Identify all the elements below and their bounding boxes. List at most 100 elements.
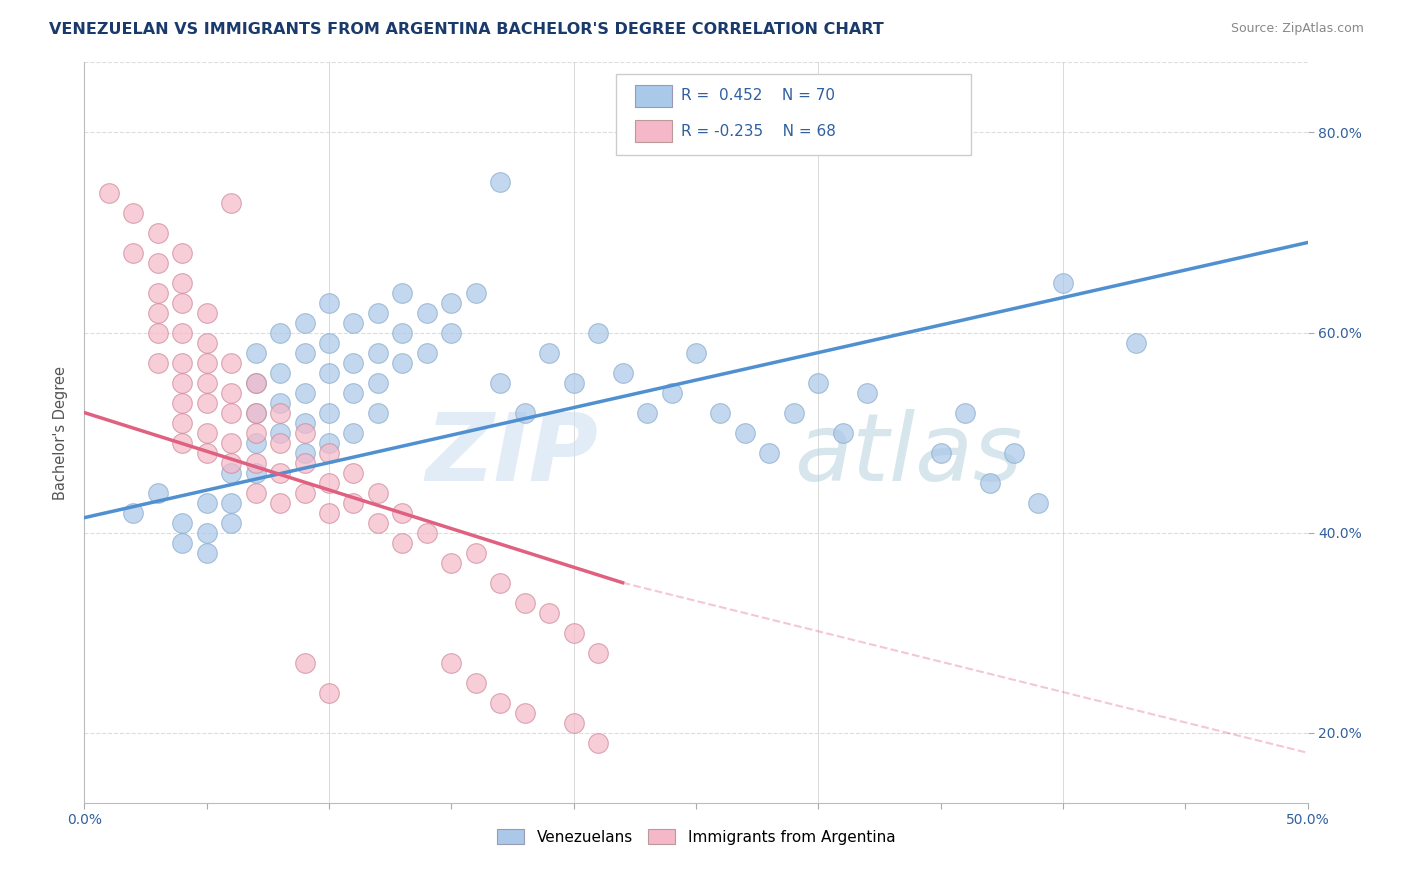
Point: [391, 285, 413, 300]
Point: [979, 475, 1001, 490]
Point: [146, 355, 169, 369]
Point: [172, 516, 194, 530]
Point: [440, 656, 463, 670]
Point: [440, 326, 463, 340]
Point: [172, 416, 194, 430]
Point: [245, 435, 267, 450]
Point: [146, 326, 169, 340]
Point: [513, 596, 536, 610]
Point: [195, 395, 218, 409]
Point: [953, 406, 976, 420]
Point: [734, 425, 756, 440]
Point: [318, 435, 340, 450]
Point: [464, 546, 486, 560]
Point: [219, 406, 242, 420]
Point: [342, 316, 364, 330]
Point: [245, 466, 267, 480]
Text: Source: ZipAtlas.com: Source: ZipAtlas.com: [1230, 22, 1364, 36]
Point: [489, 176, 512, 190]
Y-axis label: Bachelor's Degree: Bachelor's Degree: [53, 366, 69, 500]
FancyBboxPatch shape: [616, 73, 972, 155]
Point: [586, 736, 609, 750]
Point: [562, 625, 585, 640]
Point: [219, 385, 242, 400]
Point: [367, 305, 389, 319]
Point: [318, 475, 340, 490]
Point: [172, 535, 194, 549]
Point: [367, 345, 389, 359]
Point: [661, 385, 683, 400]
Point: [269, 425, 291, 440]
Point: [172, 276, 194, 290]
Point: [172, 295, 194, 310]
Point: [416, 345, 439, 359]
Point: [294, 656, 316, 670]
Point: [367, 406, 389, 420]
Point: [195, 546, 218, 560]
Point: [219, 516, 242, 530]
Point: [318, 295, 340, 310]
Point: [489, 376, 512, 390]
FancyBboxPatch shape: [636, 85, 672, 107]
Point: [294, 316, 316, 330]
Point: [342, 466, 364, 480]
Point: [318, 506, 340, 520]
Point: [807, 376, 830, 390]
Point: [269, 466, 291, 480]
Point: [367, 516, 389, 530]
Point: [122, 245, 145, 260]
Point: [172, 326, 194, 340]
Point: [122, 506, 145, 520]
Point: [245, 485, 267, 500]
Point: [391, 506, 413, 520]
Point: [342, 385, 364, 400]
Point: [245, 345, 267, 359]
Point: [562, 376, 585, 390]
Point: [245, 425, 267, 440]
Point: [416, 305, 439, 319]
Point: [195, 445, 218, 459]
Point: [783, 406, 806, 420]
Point: [538, 606, 561, 620]
Point: [391, 355, 413, 369]
Point: [440, 556, 463, 570]
Point: [538, 345, 561, 359]
Point: [367, 485, 389, 500]
Point: [318, 366, 340, 380]
Point: [146, 285, 169, 300]
Point: [1052, 276, 1074, 290]
FancyBboxPatch shape: [636, 120, 672, 143]
Text: R =  0.452    N = 70: R = 0.452 N = 70: [682, 88, 835, 103]
Point: [172, 355, 194, 369]
Point: [146, 485, 169, 500]
Point: [146, 255, 169, 269]
Point: [489, 696, 512, 710]
Point: [586, 326, 609, 340]
Point: [146, 305, 169, 319]
Point: [245, 456, 267, 470]
Point: [586, 646, 609, 660]
Point: [294, 456, 316, 470]
Text: atlas: atlas: [794, 409, 1022, 500]
Point: [122, 205, 145, 219]
Point: [245, 406, 267, 420]
Point: [464, 675, 486, 690]
Point: [195, 496, 218, 510]
Text: VENEZUELAN VS IMMIGRANTS FROM ARGENTINA BACHELOR'S DEGREE CORRELATION CHART: VENEZUELAN VS IMMIGRANTS FROM ARGENTINA …: [49, 22, 884, 37]
Point: [464, 285, 486, 300]
Point: [440, 295, 463, 310]
Point: [269, 326, 291, 340]
Point: [219, 195, 242, 210]
Text: R = -0.235    N = 68: R = -0.235 N = 68: [682, 124, 837, 139]
Point: [294, 485, 316, 500]
Point: [856, 385, 879, 400]
Point: [294, 385, 316, 400]
Point: [245, 406, 267, 420]
Text: ZIP: ZIP: [425, 409, 598, 500]
Point: [219, 435, 242, 450]
Point: [269, 395, 291, 409]
Point: [219, 466, 242, 480]
Point: [367, 376, 389, 390]
Point: [195, 335, 218, 350]
Point: [562, 715, 585, 730]
